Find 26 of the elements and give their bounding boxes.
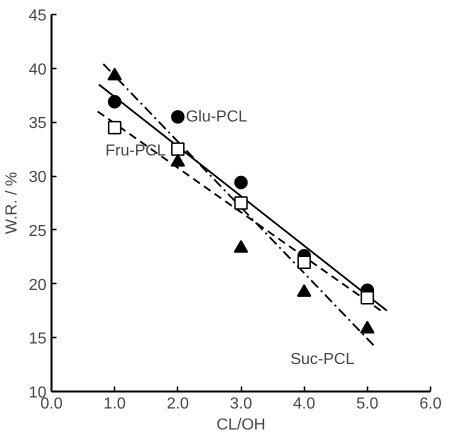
point	[234, 196, 248, 210]
point	[171, 110, 185, 124]
series-label: Glu-PCL	[186, 108, 248, 126]
point	[171, 142, 185, 156]
point	[234, 176, 248, 190]
x-tick-label: 2.0	[166, 396, 190, 412]
x-tick-label: 5.0	[356, 396, 379, 412]
series-label: Fru-PCL	[105, 142, 166, 160]
y-tick-label: 20	[28, 276, 47, 294]
series-label: Suc-PCL	[290, 351, 354, 368]
x-axis-title: CL/OH	[216, 416, 266, 434]
y-axis-title: W.R. / %	[4, 172, 21, 234]
x-tick-label: 1.0	[104, 396, 126, 412]
x-tick-label: 3.0	[230, 396, 252, 412]
point	[108, 120, 122, 134]
y-tick-label: 40	[28, 61, 47, 78]
point	[297, 255, 311, 269]
y-tick-label: 25	[28, 222, 47, 240]
y-tick-label: 30	[28, 169, 47, 186]
y-tick-label: 15	[28, 330, 47, 348]
point	[360, 291, 374, 305]
y-tick-label: 45	[28, 8, 47, 24]
x-tick-label: 6.0	[419, 396, 442, 412]
x-tick-label: 4.0	[293, 396, 316, 412]
y-tick-label: 35	[28, 115, 47, 132]
point	[108, 95, 122, 108]
